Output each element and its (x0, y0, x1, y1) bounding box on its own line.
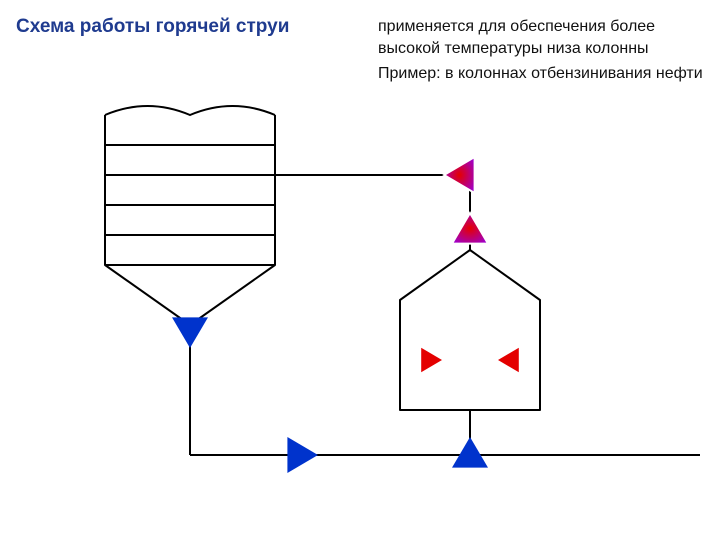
furnace (400, 250, 540, 410)
flow-arrow-icon (287, 437, 318, 473)
flow-arrow-icon (444, 157, 475, 193)
column-trays (105, 145, 275, 235)
flow-arrow-icon (496, 346, 520, 374)
column-body (105, 115, 275, 265)
furnace-outline (400, 250, 540, 410)
flow-arrow-icon (420, 346, 444, 374)
piping (190, 175, 700, 455)
diagram-canvas (0, 0, 720, 540)
column-top-wave (105, 106, 275, 115)
flow-arrow-icon (172, 317, 208, 348)
distillation-column (105, 106, 275, 325)
column-cone (105, 265, 275, 325)
flow-arrow-icon (452, 437, 488, 468)
flow-arrow-icon (452, 213, 488, 244)
